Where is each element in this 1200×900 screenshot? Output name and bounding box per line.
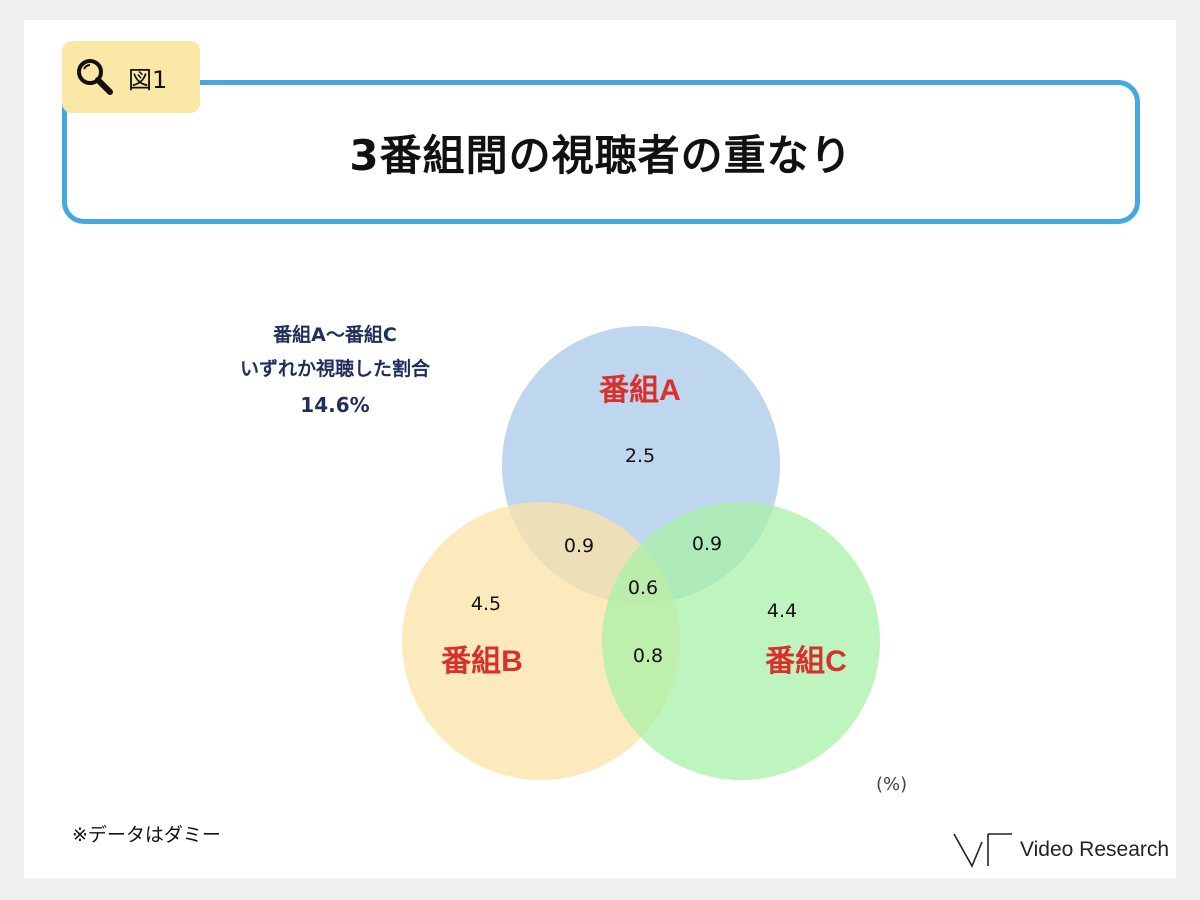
venn-circle-c [602, 502, 880, 780]
region-bc: 0.8 [633, 645, 663, 667]
region-c-only: 4.4 [767, 600, 797, 622]
magnifier-icon [77, 59, 113, 95]
summary-line2: いずれか視聴した割合 [239, 358, 430, 380]
region-b-only: 4.5 [471, 593, 501, 615]
figure-label: 図1 [128, 65, 168, 94]
company-logo: Video Research [952, 830, 1169, 870]
summary-box: 番組A〜番組C いずれか視聴した割合 14.6% [230, 318, 440, 424]
page-title: 3番組間の視聴者の重なり [349, 130, 853, 180]
venn-label-c: 番組C [765, 644, 847, 678]
logo-text: Video Research [1020, 838, 1170, 861]
title-box: 3番組間の視聴者の重なり [62, 80, 1140, 224]
region-abc: 0.6 [628, 577, 658, 599]
vr-logo-icon [953, 833, 1012, 868]
dummy-data-note: ※データはダミー [72, 824, 221, 846]
venn-label-a: 番組A [599, 373, 681, 407]
region-ab: 0.9 [564, 535, 594, 557]
summary-value: 14.6% [300, 393, 370, 417]
venn-label-b: 番組B [441, 644, 523, 678]
unit-label: (%) [876, 774, 908, 795]
summary-line1: 番組A〜番組C [273, 324, 397, 346]
region-a-only: 2.5 [625, 445, 655, 467]
figure-tag: 図1 [62, 41, 200, 113]
venn-circle-b [402, 502, 680, 780]
region-ac: 0.9 [692, 533, 722, 555]
